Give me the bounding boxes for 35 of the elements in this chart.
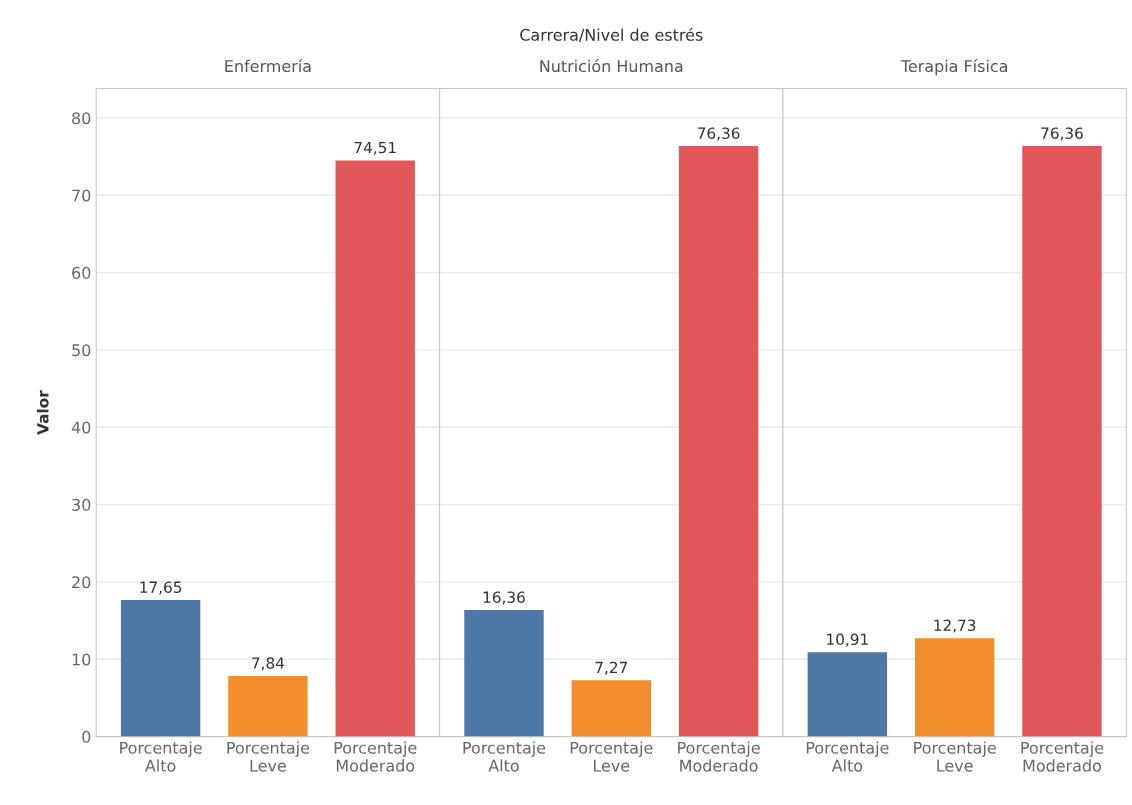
y-tick-label: 0	[82, 730, 91, 743]
chart-title: Enfermería	[225, 59, 311, 73]
x-tick-label: Porcentaje Moderado	[678, 741, 760, 772]
bar	[335, 160, 415, 737]
x-tick-label: Porcentaje Leve	[570, 741, 653, 772]
data-label: 16,36	[483, 591, 525, 605]
chart-title: Nutrición Humana	[540, 59, 683, 73]
y-axis-title: Valor	[36, 390, 49, 435]
data-label: 74,51	[354, 141, 396, 155]
x-tick-label: Porcentaje Alto	[463, 741, 546, 772]
y-tick-label: 10	[72, 653, 91, 666]
x-tick-label: Porcentaje Alto	[806, 741, 889, 772]
y-tick-label: 40	[71, 421, 91, 434]
bar	[120, 600, 201, 737]
y-tick-label: 20	[72, 576, 91, 589]
data-label: 7,27	[595, 661, 627, 675]
y-tick-label: 80	[72, 112, 91, 125]
x-tick-label: Porcentaje Alto	[120, 741, 202, 772]
x-tick-label: Porcentaje Moderado	[1021, 741, 1104, 772]
data-label: 76,36	[697, 127, 740, 141]
y-tick-label: 30	[72, 498, 91, 511]
y-tick-label: 60	[72, 266, 91, 279]
text: Carrera/Nivel de estrés	[520, 27, 703, 43]
bar	[228, 675, 308, 737]
chart-title: Terapia Física	[900, 59, 1008, 76]
data-label: 12,73	[934, 619, 976, 633]
y-tick-label: 50	[72, 344, 91, 357]
data-label: 10,91	[827, 633, 868, 647]
data-label: 17,65	[140, 581, 182, 595]
y-tick-label: 70	[72, 189, 91, 202]
x-tick-label: Porcentaje Leve	[914, 741, 996, 772]
x-tick-label: Porcentaje Leve	[227, 741, 310, 772]
data-label: 7,84	[252, 657, 285, 671]
x-tick-label: Porcentaje Moderado	[334, 741, 417, 772]
data-label: 76,36	[1041, 127, 1083, 141]
